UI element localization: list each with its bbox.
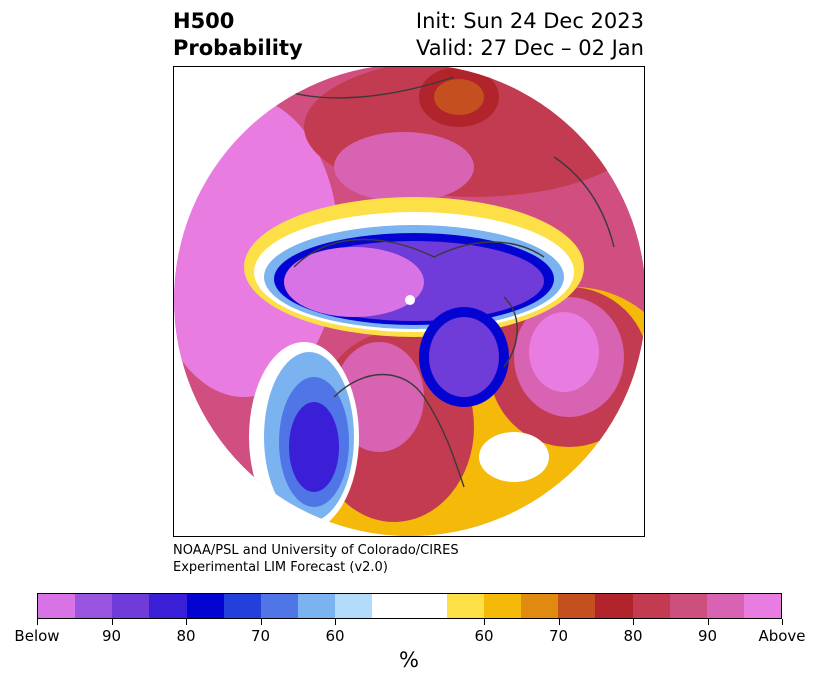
colorbar-tick <box>37 619 38 625</box>
colorbar-tick <box>633 619 634 625</box>
colorbar-tick-label: Below <box>14 627 60 645</box>
colorbar-segment <box>409 594 447 618</box>
colorbar-tick-label: 90 <box>101 627 122 645</box>
colorbar-segment <box>706 594 744 618</box>
colorbar-segment <box>521 594 559 618</box>
colorbar-tick <box>260 619 262 625</box>
colorbar-tick <box>707 619 709 625</box>
credit-text: NOAA/PSL and University of Colorado/CIRE… <box>173 542 459 576</box>
colorbar-segment <box>112 594 150 618</box>
colorbar-segment <box>446 594 484 618</box>
colorbar-tick <box>782 619 783 625</box>
colorbar-tick <box>111 619 113 625</box>
forecast-dates: Init: Sun 24 Dec 2023 Valid: 27 Dec – 02… <box>416 8 644 62</box>
colorbar-segment <box>335 594 373 618</box>
colorbar-segment <box>149 594 187 618</box>
valid-date: Valid: 27 Dec – 02 Jan <box>415 36 644 60</box>
credit-line-1: NOAA/PSL and University of Colorado/CIRE… <box>173 543 459 558</box>
colorbar-segment <box>186 594 224 618</box>
probability-field <box>174 67 644 536</box>
colorbar-tick-label: 80 <box>176 627 196 645</box>
pole-marker <box>405 295 415 305</box>
colorbar-segment <box>632 594 670 618</box>
colorbar-segment <box>372 594 410 618</box>
colorbar-segment <box>75 594 113 618</box>
init-date: Init: Sun 24 Dec 2023 <box>415 9 644 33</box>
colorbar-segment <box>595 594 633 618</box>
colorbar-segment <box>669 594 707 618</box>
colorbar-segment <box>483 594 522 618</box>
colorbar-tick-label: 90 <box>697 627 718 645</box>
colorbar-tick <box>186 619 187 625</box>
colorbar-tick <box>558 619 560 625</box>
polar-map <box>173 66 645 537</box>
colorbar-tick-label: 70 <box>548 627 569 645</box>
colorbar-tick-label: Above <box>758 627 806 645</box>
colorbar-tick-label: 70 <box>250 627 271 645</box>
colorbar <box>37 593 782 619</box>
colorbar-segment <box>223 594 261 618</box>
colorbar-tick-label: 60 <box>325 627 345 645</box>
colorbar-tick <box>484 619 485 625</box>
colorbar-segment <box>743 594 782 618</box>
colorbar-unit: % <box>399 648 419 672</box>
title-line-quantity: Probability <box>173 36 303 60</box>
colorbar-tick-label: 60 <box>474 627 494 645</box>
colorbar-segment <box>558 594 596 618</box>
colorbar-segment <box>38 594 76 618</box>
credit-line-2: Experimental LIM Forecast (v2.0) <box>173 560 388 575</box>
chart-title: H500 Probability <box>173 8 303 62</box>
colorbar-tick-label: 80 <box>623 627 643 645</box>
colorbar-tick <box>335 619 336 625</box>
title-line-variable: H500 <box>173 9 235 33</box>
colorbar-segment <box>260 594 299 618</box>
colorbar-segment <box>298 594 336 618</box>
